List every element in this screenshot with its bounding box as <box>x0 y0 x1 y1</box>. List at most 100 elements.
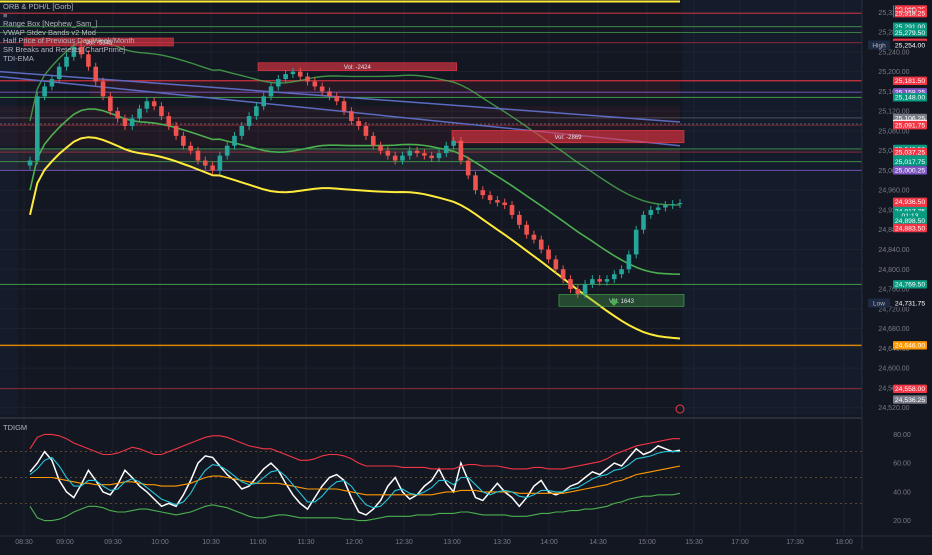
candle-body <box>531 234 537 240</box>
legend-item[interactable]: ≡ <box>3 10 8 20</box>
price-label-bg <box>893 9 927 18</box>
candle-body <box>517 214 522 225</box>
price-label: 25,254.00 <box>895 42 925 49</box>
y-tick-label: 24,840.00 <box>878 247 909 254</box>
candle-body <box>655 207 661 210</box>
candle-body <box>195 150 201 161</box>
candle-body <box>473 175 478 191</box>
candle-body <box>100 81 106 97</box>
candle-body <box>663 205 668 208</box>
price-label-bg <box>893 40 927 50</box>
replay-icon <box>675 404 685 414</box>
candle-body <box>407 150 413 156</box>
price-label-bg <box>893 147 927 157</box>
candle-body <box>422 153 427 156</box>
oscillator-title[interactable]: TDIGM <box>3 423 28 432</box>
volume-box-label: Vol: 1643 <box>609 299 635 305</box>
price-label: 25,291.00 <box>895 24 925 31</box>
candle-body <box>378 145 383 151</box>
price-label: 25,279.50 <box>895 30 925 37</box>
y-tick-label: 25,120.00 <box>878 109 909 116</box>
candle-body <box>327 91 332 97</box>
x-tick-label: 10:00 <box>151 539 169 546</box>
candle-body <box>465 160 471 176</box>
candle-body <box>641 214 646 230</box>
x-tick-label: 17:30 <box>786 539 804 546</box>
x-tick-label: 17:00 <box>731 539 749 546</box>
candle-body <box>648 209 654 215</box>
candle-body <box>458 140 464 161</box>
y-tick-label: 24,760.00 <box>878 287 909 294</box>
price-label: 25,318.25 <box>895 11 925 18</box>
price-label-bg <box>893 395 927 404</box>
candle-body <box>232 135 237 146</box>
price-label: 25,148.00 <box>895 95 925 102</box>
candle-body <box>56 66 62 80</box>
session-shade <box>682 0 862 415</box>
volume-box-label: Vol: -2869 <box>554 135 582 141</box>
candle-body <box>546 249 551 260</box>
candle-body <box>385 150 391 156</box>
candle-body <box>451 140 456 146</box>
oscillator-tick-label: 40.00 <box>893 489 911 496</box>
legend-item[interactable]: Half Price of Previous Day/Week/Month <box>3 36 135 46</box>
currency-label[interactable]: USD <box>894 5 923 17</box>
price-label-bg <box>893 197 927 207</box>
side-tag: High <box>872 42 886 49</box>
side-tag: Low <box>873 300 885 307</box>
legend-item[interactable]: TDI-EMA <box>3 53 34 63</box>
price-label-bg <box>893 157 927 166</box>
y-tick-label: 24,600.00 <box>878 366 909 373</box>
candle-body <box>305 76 310 82</box>
candle-body <box>78 46 84 55</box>
side-tag-bg <box>868 298 890 308</box>
legend-item[interactable]: Range Box [Nephew_Sam_] <box>3 19 98 29</box>
price-label: 24,558.00 <box>895 386 925 393</box>
candle-body <box>429 155 434 159</box>
legend-item[interactable]: VWAP Stdev Bands v2 Mod <box>3 27 96 37</box>
candle-body <box>553 259 559 270</box>
candle-body <box>93 66 99 82</box>
price-label-bg <box>893 280 927 289</box>
trend-line <box>0 70 681 123</box>
price-label-bg <box>893 298 927 308</box>
candle-body <box>276 79 281 87</box>
candle-body <box>173 125 179 136</box>
x-tick-label: 09:00 <box>56 539 74 546</box>
range-box <box>0 148 680 171</box>
candle-body <box>568 279 573 290</box>
candle-body <box>560 269 566 280</box>
candle-body <box>590 279 595 285</box>
candle-body <box>349 111 354 122</box>
x-tick-label: 08:30 <box>15 539 33 546</box>
candle-body <box>86 54 91 67</box>
y-tick-label: 24,520.00 <box>878 405 909 412</box>
price-label: 25,091.75 <box>895 123 925 130</box>
candle-body <box>363 125 369 136</box>
candle-body <box>597 279 602 282</box>
candle-body <box>129 118 135 126</box>
candle-body <box>64 56 69 67</box>
session-shade-left <box>0 0 18 415</box>
candle-body <box>202 160 208 166</box>
x-tick-label: 15:00 <box>638 539 656 546</box>
x-tick-label: 14:30 <box>589 539 607 546</box>
price-label-bg <box>893 120 927 130</box>
legend-item[interactable]: ORB & PDH/L [Gorb] <box>3 2 74 11</box>
candle-body <box>370 135 376 146</box>
x-tick-label: 11:30 <box>298 539 315 546</box>
x-tick-label: 12:30 <box>395 539 413 546</box>
volume-box <box>23 37 174 47</box>
candle-body <box>341 101 347 112</box>
candle-body <box>159 106 164 117</box>
candle-body <box>224 145 230 156</box>
price-label: 24,769.50 <box>895 282 925 289</box>
candle-body <box>144 101 150 109</box>
indicator-legend: ORB & PDH/L [Gorb] ≡ Range Box [Nephew_S… <box>3 2 135 63</box>
legend-item[interactable]: SR Breaks and Retests [ChartPrime] <box>3 44 126 54</box>
candle-body <box>677 203 683 205</box>
candle-body <box>611 274 617 280</box>
oscillator-line <box>29 451 680 509</box>
